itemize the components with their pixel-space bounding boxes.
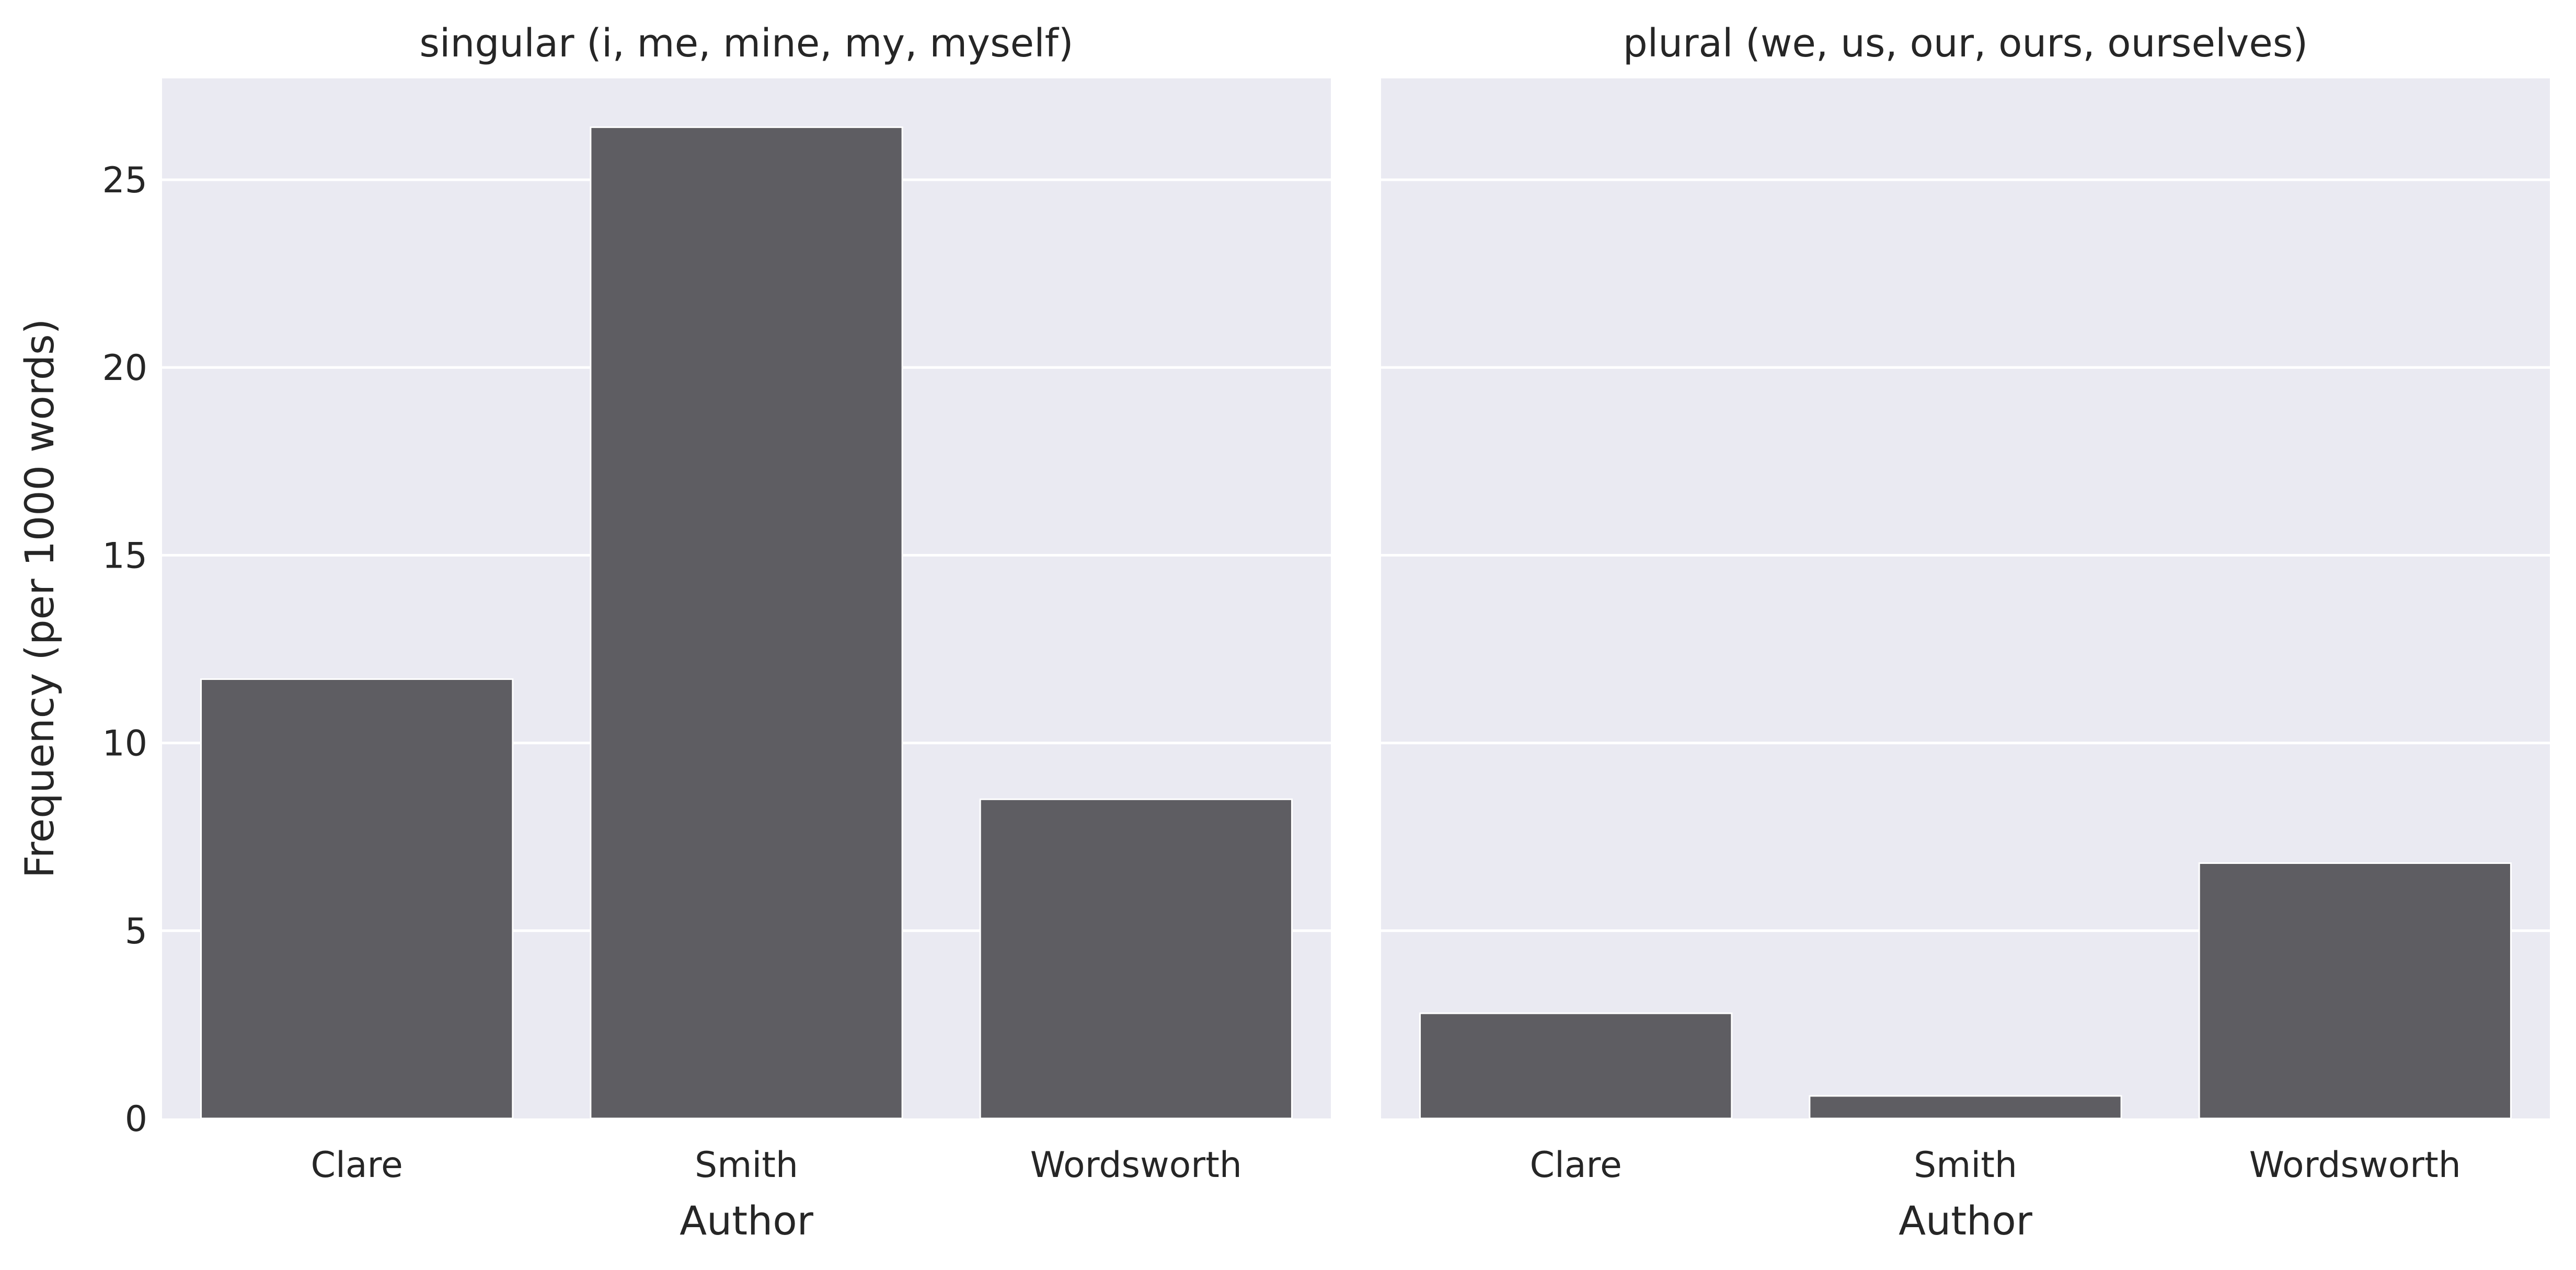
x-tick-label: Smith	[1914, 1145, 2017, 1186]
y-axis-label: Frequency (per 1000 words)	[16, 319, 63, 878]
panel-plural-x-axis-label: Author	[1899, 1197, 2033, 1244]
x-tick-label: Clare	[310, 1145, 402, 1186]
x-tick-label: Smith	[695, 1145, 798, 1186]
x-tick-label: Wordsworth	[1030, 1145, 1242, 1186]
y-tick-label: 20	[102, 348, 147, 389]
bar-plural-smith	[1809, 1095, 2122, 1119]
panel-plural-ticks: Clare Smith Wordsworth	[1530, 1145, 2460, 1186]
x-tick-label: Wordsworth	[2249, 1145, 2461, 1186]
bar-plural-clare	[1419, 1012, 1733, 1119]
panel-singular: 0 5 10 15 20 25 Clare Smith Wordsworth singular …	[16, 21, 1331, 1244]
x-tick-label: Clare	[1530, 1145, 1622, 1186]
y-tick-label: 15	[102, 535, 147, 576]
bar-singular-clare	[200, 678, 514, 1119]
bar-singular-wordsworth	[979, 798, 1293, 1119]
panel-plural-bars	[1419, 862, 2512, 1119]
panel-singular-x-axis-label: Author	[680, 1197, 814, 1244]
panel-singular-bars	[200, 126, 1293, 1119]
panel-singular-ticks: 0 5 10 15 20 25 Clare Smith Wordsworth	[102, 160, 1241, 1186]
y-tick-label: 5	[125, 911, 147, 952]
bar-singular-smith	[590, 126, 903, 1119]
y-tick-label: 0	[125, 1099, 147, 1140]
panel-plural: Clare Smith Wordsworth plural (we, us, our…	[1381, 21, 2550, 1244]
panel-singular-title: singular (i, me, mine, my, myself)	[419, 21, 1073, 66]
panel-plural-title: plural (we, us, our, ours, ourselves)	[1623, 21, 2308, 66]
y-tick-label: 10	[102, 723, 147, 765]
y-tick-label: 25	[102, 160, 147, 201]
bar-plural-wordsworth	[2198, 862, 2512, 1119]
